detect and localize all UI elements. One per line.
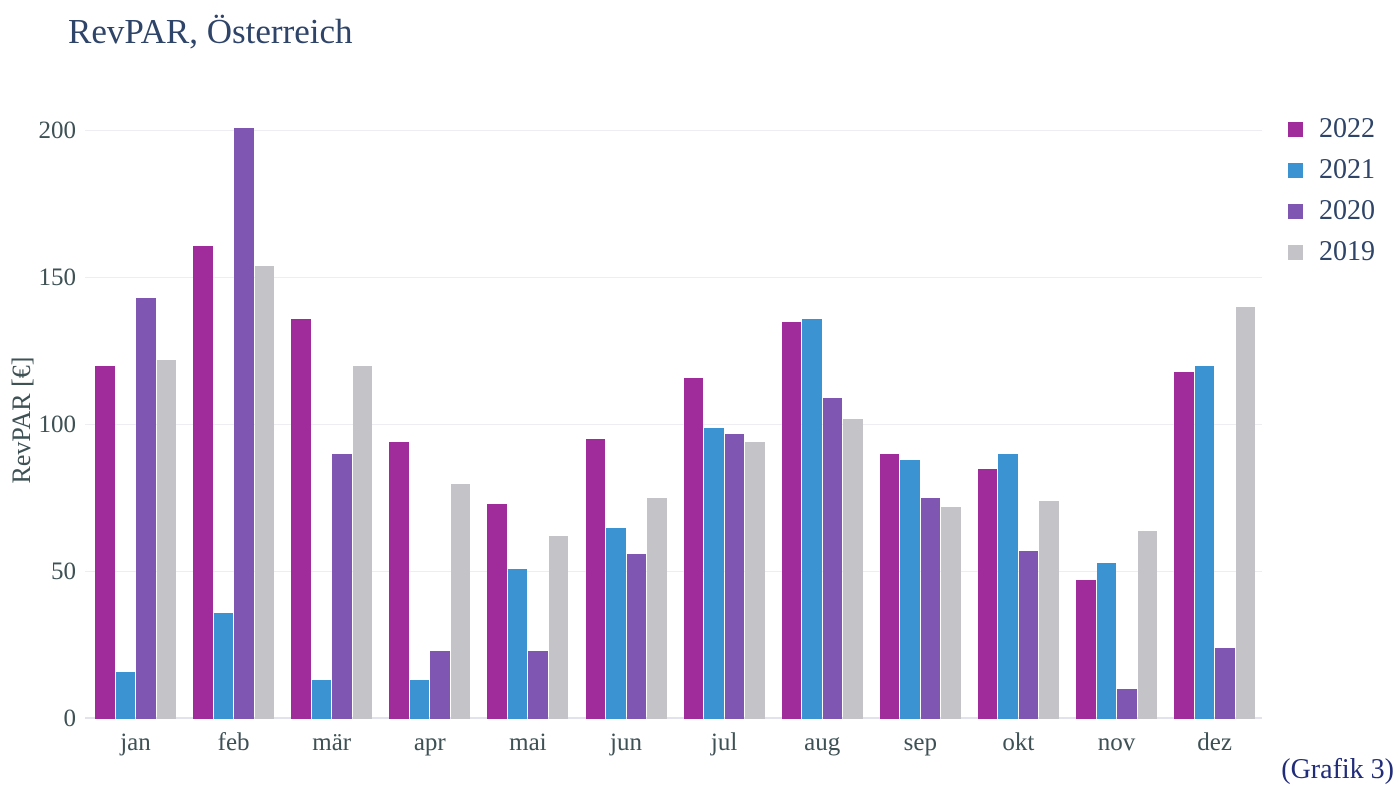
bar-group-apr: [389, 442, 471, 719]
bar-2022-sep: [879, 454, 900, 719]
y-tick-label-50: 50: [51, 557, 76, 585]
bar-2021-jun: [606, 527, 626, 719]
bar-2020-jan: [136, 298, 156, 719]
bar-2022-feb: [193, 245, 213, 719]
x-tick-label-okt: okt: [1002, 728, 1035, 756]
bar-2019-dez: [1235, 307, 1256, 719]
bar-2021-aug: [802, 319, 822, 719]
x-tick-label-jul: jul: [710, 728, 738, 756]
bar-2021-mai: [507, 568, 528, 719]
bar-2020-aug: [822, 398, 843, 719]
x-tick-label-mai: mai: [509, 728, 547, 756]
figure-caption: (Grafik 3): [1281, 754, 1394, 785]
bar-group-dez: [1174, 307, 1256, 719]
bar-2021-mär: [311, 680, 332, 719]
bar-2021-okt: [998, 454, 1018, 719]
bar-2019-apr: [450, 483, 471, 719]
y-tick-label-0: 0: [63, 704, 77, 732]
bar-2019-nov: [1137, 530, 1157, 719]
bar-2019-sep: [941, 507, 961, 719]
legend-item-2021: 2021: [1288, 155, 1375, 185]
x-tick-label-sep: sep: [903, 728, 937, 756]
bar-2021-apr: [409, 680, 430, 719]
bar-2022-aug: [781, 321, 802, 719]
x-tick-label-nov: nov: [1097, 728, 1136, 756]
bar-group-mär: [291, 319, 373, 719]
bar-2022-apr: [389, 442, 409, 719]
bar-2020-jun: [626, 554, 646, 719]
bar-2022-jun: [585, 439, 605, 719]
plot-area: 0 50 100 150 200 jan feb mär apr mai jun jul aug sep o…: [39, 112, 1262, 756]
bar-2022-jan: [95, 366, 115, 719]
bar-2019-jul: [745, 442, 765, 719]
bar-2021-nov: [1096, 562, 1116, 719]
gridline-150: [85, 276, 1262, 278]
bar-2020-nov: [1117, 689, 1137, 719]
x-tick-label-apr: apr: [413, 728, 446, 756]
bar-2022-okt: [977, 468, 998, 719]
bar-2019-okt: [1039, 501, 1059, 719]
gridline-100: [85, 423, 1262, 425]
legend-swatch-2021: [1288, 162, 1303, 178]
legend-item-2020: 2020: [1288, 196, 1375, 226]
legend-swatch-2022: [1288, 121, 1303, 137]
bar-2022-mai: [487, 504, 507, 719]
x-tick-label-jun: jun: [610, 728, 642, 756]
gridline-200: [85, 130, 1262, 131]
y-tick-label-200: 200: [38, 117, 77, 144]
bar-2020-mär: [332, 454, 352, 719]
x-tick-label-aug: aug: [804, 728, 841, 756]
bar-2021-jan: [115, 671, 135, 719]
legend-label-2021: 2021: [1319, 154, 1375, 185]
bar-2020-apr: [430, 650, 450, 719]
bar-2019-mär: [352, 366, 373, 719]
bar-2019-aug: [843, 418, 863, 719]
bar-group-sep: [879, 454, 961, 719]
bar-2020-mai: [528, 650, 548, 719]
bar-group-jan: [95, 298, 176, 719]
y-tick-label-150: 150: [38, 263, 77, 291]
legend: 2022 2021 2020 2019: [1288, 114, 1375, 278]
x-tick-label-feb: feb: [217, 728, 250, 756]
legend-item-2022: 2022: [1288, 114, 1375, 144]
legend-swatch-2020: [1288, 203, 1303, 219]
y-tick-label-100: 100: [38, 410, 77, 438]
gridline-0: [85, 716, 1262, 719]
bar-2022-mär: [291, 319, 311, 719]
bar-2020-jul: [724, 433, 745, 719]
x-tick-label-jan: jan: [120, 728, 151, 756]
legend-item-2019: 2019: [1288, 237, 1375, 267]
bar-2020-dez: [1215, 648, 1235, 719]
bar-group-aug: [781, 319, 863, 719]
bar-group-nov: [1076, 530, 1157, 719]
bar-2021-dez: [1194, 366, 1215, 719]
bar-2021-feb: [213, 612, 234, 719]
bar-2020-sep: [920, 498, 941, 719]
bar-2020-okt: [1018, 551, 1039, 719]
bar-2022-dez: [1174, 371, 1194, 719]
bar-group-feb: [193, 128, 275, 719]
legend-label-2019: 2019: [1319, 236, 1375, 267]
gridline-50: [85, 570, 1262, 572]
bar-2019-jun: [647, 498, 667, 719]
bar-group-jul: [683, 377, 765, 719]
chart-title: RevPAR, Österreich: [68, 12, 353, 51]
bar-2019-mai: [548, 536, 569, 719]
bar-2021-sep: [900, 460, 920, 719]
x-tick-label-dez: dez: [1197, 728, 1232, 756]
bar-2021-jul: [704, 427, 724, 719]
bar-2022-jul: [683, 377, 704, 719]
bar-2019-jan: [156, 360, 176, 719]
bar-group-okt: [977, 454, 1059, 719]
bar-group-jun: [585, 439, 667, 719]
bar-2020-feb: [234, 128, 254, 719]
legend-label-2022: 2022: [1319, 113, 1375, 144]
bar-2022-nov: [1076, 580, 1096, 719]
legend-swatch-2019: [1288, 244, 1303, 260]
bar-2019-feb: [254, 266, 275, 719]
bar-group-mai: [487, 504, 569, 719]
x-tick-label-mär: mär: [312, 728, 352, 756]
legend-label-2020: 2020: [1319, 195, 1375, 226]
